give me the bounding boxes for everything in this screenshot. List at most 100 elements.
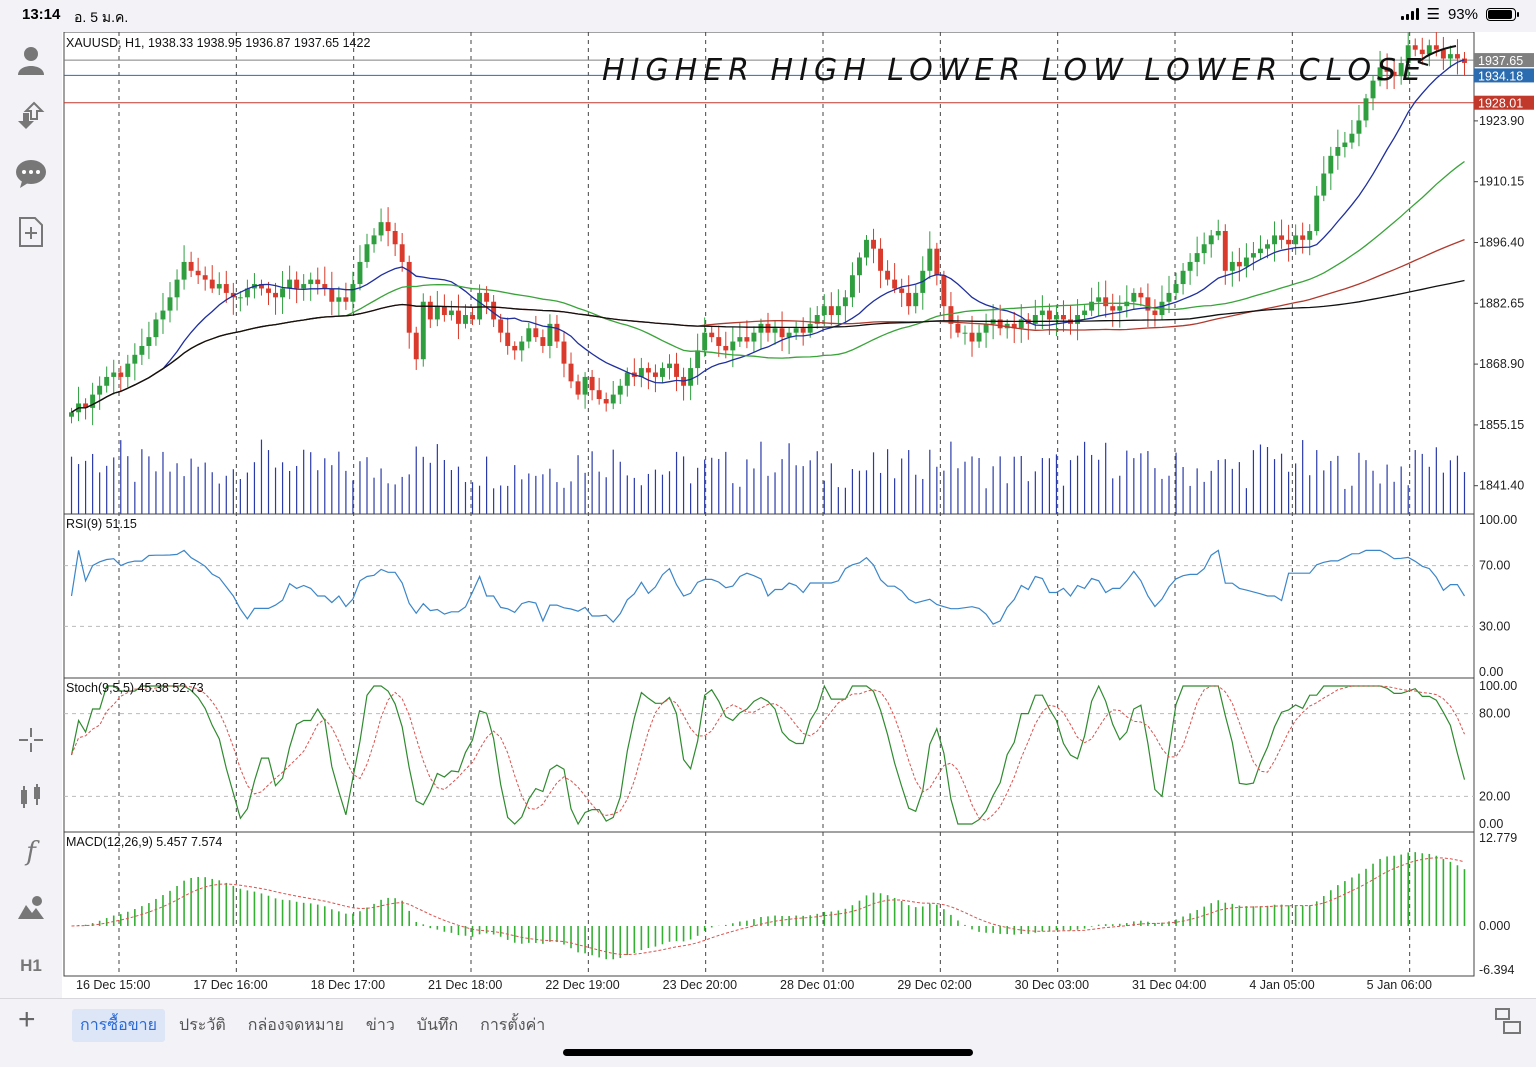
- price-tick: 1855.15: [1479, 418, 1524, 432]
- candle-body: [927, 248, 933, 271]
- candle-body: [266, 288, 271, 293]
- candle-body: [1173, 284, 1179, 293]
- candle-body: [69, 412, 74, 417]
- candles-icon[interactable]: [13, 778, 49, 814]
- candle-body: [1462, 58, 1467, 63]
- chat-icon[interactable]: [13, 156, 49, 192]
- tab-1[interactable]: ประวัติ: [179, 1017, 226, 1034]
- price-tick: 1896.40: [1479, 235, 1524, 249]
- candle-body: [273, 292, 278, 298]
- candle-body: [864, 239, 869, 258]
- candle-body: [399, 244, 405, 262]
- candle-body: [1342, 142, 1348, 147]
- candle-body: [287, 279, 293, 289]
- candle-body: [969, 332, 975, 342]
- status-right: ☰ 93%: [1400, 5, 1519, 23]
- tab-0[interactable]: การซื้อขาย: [72, 1009, 166, 1042]
- candle-body: [1356, 120, 1362, 134]
- wifi-icon: ☰: [1426, 6, 1440, 23]
- chart-area[interactable]: RSI(9) 51.15 100.00 70.00 30.00 0.00 Stoch(9…: [62, 32, 1536, 998]
- objects-icon[interactable]: [13, 890, 49, 926]
- candle-body: [793, 328, 799, 333]
- trade-icon[interactable]: [13, 98, 49, 134]
- candle-body: [596, 390, 602, 400]
- candle-body: [948, 306, 954, 324]
- price-marker-label: 1937.65: [1478, 54, 1523, 68]
- candle-body: [751, 332, 757, 342]
- candle-body: [146, 337, 152, 346]
- price-chart[interactable]: RSI(9) 51.15 100.00 70.00 30.00 0.00 Stoch(9…: [62, 32, 1536, 998]
- candle-body: [1321, 173, 1327, 196]
- candle-body: [498, 319, 504, 333]
- candle-body: [941, 275, 947, 307]
- candle-body: [744, 337, 750, 342]
- candle-body: [906, 292, 912, 307]
- candle-body: [209, 279, 215, 289]
- timeframe-h1-icon[interactable]: H1: [20, 956, 42, 975]
- tab-4[interactable]: บันทึก: [416, 1017, 459, 1034]
- candle-body: [1250, 253, 1256, 258]
- candle-body: [638, 368, 644, 377]
- candle-body: [111, 372, 117, 377]
- crosshair-icon[interactable]: [13, 722, 49, 758]
- ma-long-line: [71, 279, 1465, 413]
- candle-body: [716, 337, 722, 346]
- price-tick: 1923.90: [1479, 114, 1524, 128]
- candle-body: [1419, 49, 1425, 55]
- candle-body: [1328, 155, 1334, 174]
- x-axis-label: 18 Dec 17:00: [311, 978, 385, 992]
- candle-body: [1370, 80, 1376, 99]
- add-icon[interactable]: +: [18, 1003, 36, 1036]
- candle-body: [878, 248, 884, 271]
- candle-body: [322, 284, 328, 289]
- candle-body: [484, 292, 490, 302]
- candle-body: [800, 328, 806, 333]
- x-axis-label: 4 Jan 05:00: [1249, 978, 1314, 992]
- stoch-tick: 80.00: [1479, 707, 1510, 721]
- candle-body: [1089, 301, 1095, 311]
- stoch-label: Stoch(9,5,5) 45.38 52.73: [66, 681, 204, 695]
- candle-body: [568, 363, 574, 382]
- candle-body: [814, 315, 820, 324]
- x-axis-label: 5 Jan 06:00: [1367, 978, 1432, 992]
- candle-body: [125, 363, 131, 377]
- tab-2[interactable]: กล่องจดหมาย: [247, 1017, 344, 1034]
- tab-5[interactable]: การตั้งค่า: [480, 1017, 546, 1034]
- x-axis-label: 23 Dec 20:00: [663, 978, 737, 992]
- candle-body: [167, 297, 173, 311]
- status-time: 13:14: [22, 6, 61, 23]
- indicator-f-icon[interactable]: f: [26, 837, 36, 867]
- candle-body: [434, 306, 440, 320]
- rsi-tick: 70.00: [1479, 559, 1510, 573]
- tab-3[interactable]: ข่าว: [365, 1017, 395, 1034]
- candle-body: [477, 292, 483, 320]
- candle-body: [807, 323, 813, 333]
- account-icon[interactable]: [13, 42, 49, 78]
- candle-body: [624, 372, 630, 386]
- candle-body: [188, 261, 194, 271]
- candle-body: [1215, 230, 1221, 236]
- candle-body: [1131, 292, 1137, 302]
- candle-body: [1138, 292, 1144, 298]
- candle-body: [835, 306, 841, 316]
- handwritten-annotation: HIGHER HIGH LOWER LOW LOWER CLOSE: [602, 53, 1427, 88]
- candle-body: [463, 315, 468, 324]
- candle-body: [1398, 62, 1404, 77]
- candle-body: [610, 394, 616, 404]
- macd-tick: 12.779: [1479, 831, 1517, 845]
- price-marker-label: 1928.01: [1478, 97, 1523, 111]
- candle-body: [828, 306, 834, 316]
- candle-body: [280, 288, 286, 298]
- layout-icon[interactable]: [1494, 1007, 1522, 1035]
- price-marker-box: [1474, 68, 1534, 83]
- candle-body: [702, 332, 708, 351]
- candle-body: [1412, 45, 1418, 50]
- candle-body: [413, 332, 419, 360]
- new-document-icon[interactable]: [13, 214, 49, 250]
- x-axis-label: 28 Dec 01:00: [780, 978, 854, 992]
- candle-body: [519, 341, 525, 351]
- candle-body: [512, 345, 518, 351]
- macd-tick: 0.000: [1479, 919, 1510, 933]
- price-tick: 1910.15: [1479, 175, 1524, 189]
- candle-body: [1236, 261, 1242, 267]
